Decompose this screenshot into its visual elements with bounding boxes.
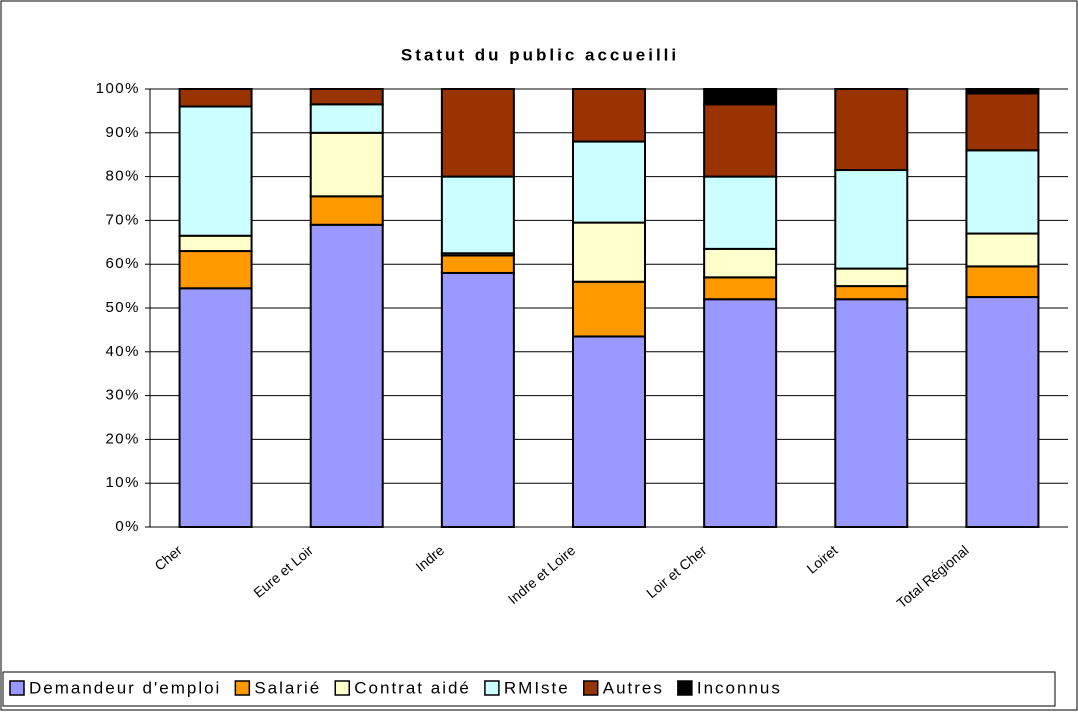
bar-segment xyxy=(309,131,384,198)
bar-segment xyxy=(965,296,1040,528)
bar-segment xyxy=(440,254,515,274)
y-tick-label: 70% xyxy=(105,211,140,228)
y-tick-label: 50% xyxy=(105,299,140,316)
bar-segment xyxy=(965,232,1040,268)
bar-segment xyxy=(178,105,253,237)
bar-segment xyxy=(965,92,1040,152)
legend-box xyxy=(2,671,1056,707)
bar-segment xyxy=(309,223,384,528)
y-tick-label: 0% xyxy=(115,518,140,535)
bar-segment xyxy=(178,250,253,290)
chart-title: Statut du public accueilli xyxy=(401,45,679,64)
bar-segment xyxy=(703,88,778,106)
y-tick-label: 20% xyxy=(105,430,140,447)
bar-segment xyxy=(309,88,384,106)
legend-swatch xyxy=(582,680,599,696)
y-tick-label: 80% xyxy=(105,168,140,185)
bar-segment xyxy=(309,195,384,226)
bar-segment xyxy=(178,234,253,253)
legend-swatch xyxy=(484,680,500,696)
legend-swatch xyxy=(677,680,693,696)
bar-segment xyxy=(440,175,515,255)
bar-segment xyxy=(703,247,778,279)
legend-label: Salarié xyxy=(254,678,321,697)
legend-swatch xyxy=(9,680,25,696)
bar-segment xyxy=(703,103,778,178)
bar-segment xyxy=(178,88,253,108)
legend-label: Autres xyxy=(603,678,664,697)
bar-segment xyxy=(834,285,909,301)
bar-segment xyxy=(703,276,778,301)
legend-swatch xyxy=(234,680,251,696)
y-tick-label: 30% xyxy=(105,387,140,404)
bar-segment xyxy=(572,140,646,224)
bar-segment xyxy=(834,298,909,528)
bar-segment xyxy=(834,169,909,270)
bar-segment xyxy=(834,267,909,288)
bar-segment xyxy=(965,88,1040,95)
bar-segment xyxy=(572,280,646,338)
legend-label: Inconnus xyxy=(697,678,782,697)
bar-segment xyxy=(965,265,1040,299)
bar-segment xyxy=(309,103,384,134)
legend-label: RMIste xyxy=(504,678,570,697)
bar-segment xyxy=(178,287,253,529)
y-tick-label: 100% xyxy=(96,80,140,97)
legend-swatch xyxy=(334,680,351,696)
legend-label: Contrat aidé xyxy=(354,678,471,697)
bar-segment xyxy=(572,221,646,283)
bar-segment xyxy=(440,88,515,178)
bar-segment xyxy=(703,175,778,250)
y-tick-label: 40% xyxy=(105,343,140,360)
bar-segment xyxy=(965,149,1040,235)
bar-segment xyxy=(572,88,646,143)
bar-segment xyxy=(440,271,515,528)
y-tick-label: 60% xyxy=(105,255,140,272)
bar-segment xyxy=(703,298,778,528)
y-tick-label: 10% xyxy=(105,474,140,491)
legend-label: Demandeur d'emploi xyxy=(29,678,221,697)
bar-segment xyxy=(834,88,909,172)
y-tick-label: 90% xyxy=(105,124,140,141)
bar-segment xyxy=(572,335,646,528)
